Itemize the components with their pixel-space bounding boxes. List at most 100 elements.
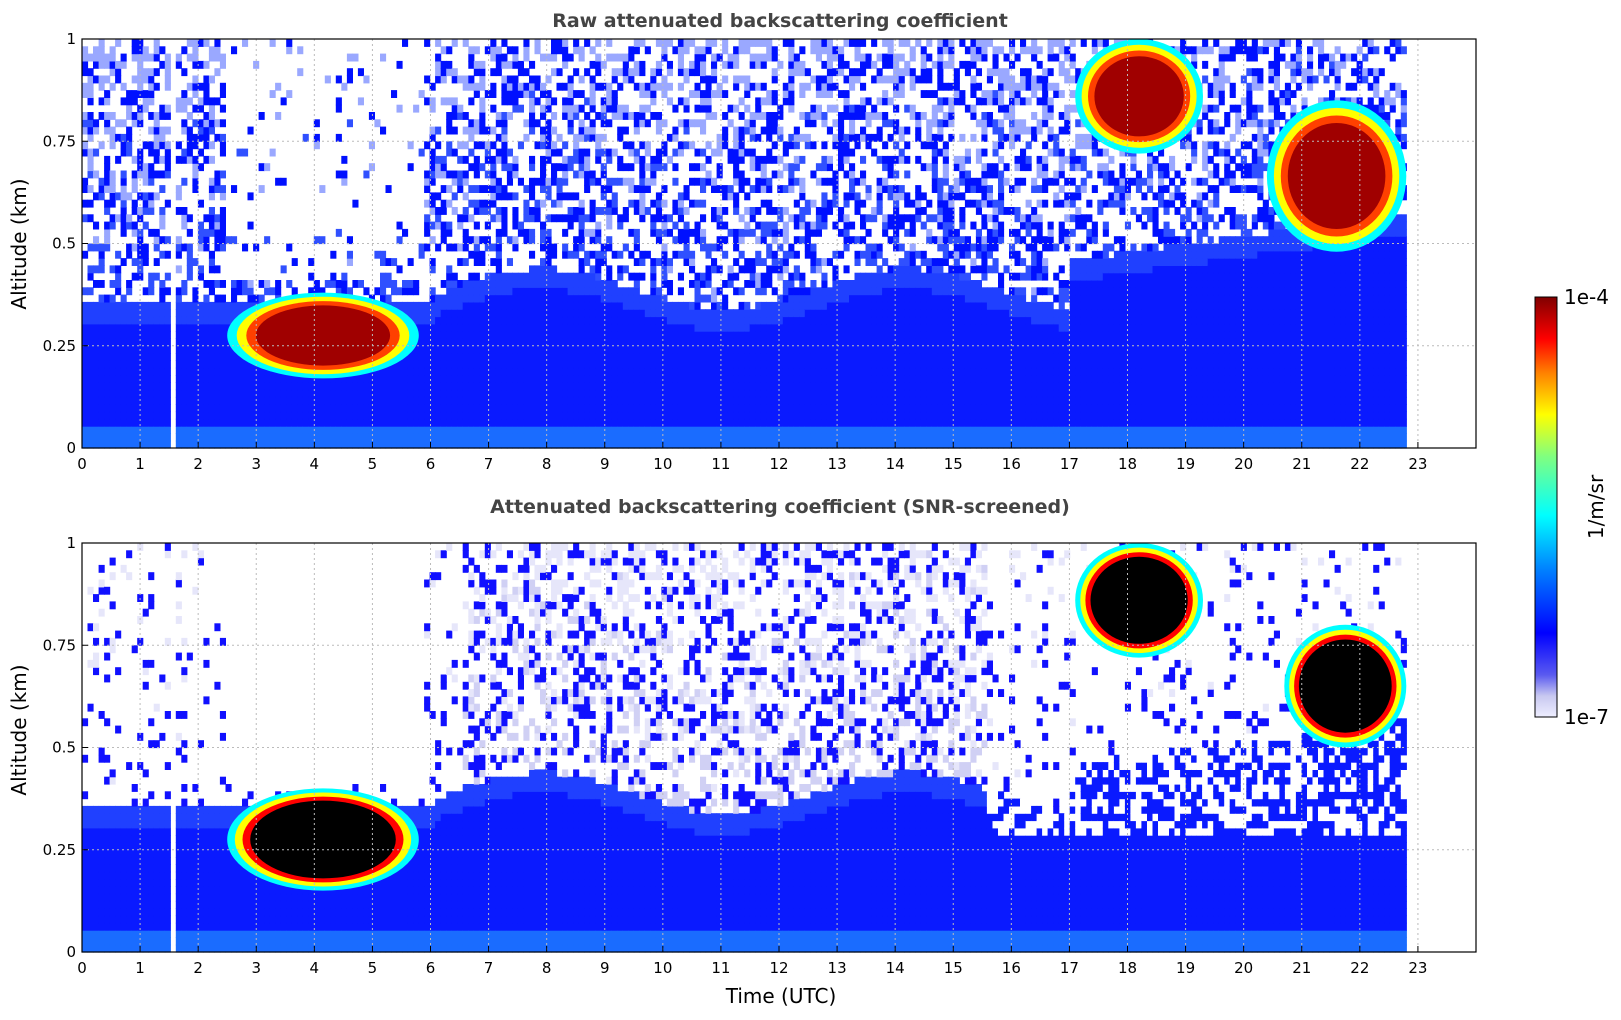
- heatmap-cell: [755, 221, 762, 230]
- heatmap-cell: [93, 221, 100, 230]
- heatmap-cell: [451, 112, 458, 120]
- heatmap-cell: [804, 345, 811, 354]
- heatmap-cell: [446, 323, 453, 332]
- heatmap-cell: [242, 243, 249, 252]
- heatmap-cell: [479, 141, 486, 150]
- heatmap-cell: [595, 382, 602, 391]
- heatmap-cell: [540, 404, 547, 413]
- heatmap-cell: [479, 404, 486, 413]
- heatmap-cell: [87, 353, 94, 361]
- heatmap-cell: [131, 46, 138, 55]
- heatmap-cell: [540, 155, 547, 164]
- heatmap-cell: [451, 396, 458, 405]
- heatmap-cell: [225, 375, 232, 383]
- heatmap-cell: [540, 323, 547, 332]
- heatmap-cell: [429, 104, 436, 113]
- heatmap-cell: [297, 68, 304, 77]
- heatmap-cell: [82, 68, 89, 77]
- heatmap-cell: [512, 272, 519, 281]
- heatmap-cell: [462, 112, 469, 120]
- heatmap-cell: [131, 367, 138, 376]
- heatmap-cell: [506, 418, 513, 427]
- heatmap-cell: [677, 433, 684, 442]
- heatmap-cell: [633, 280, 640, 288]
- heatmap-cell: [677, 316, 684, 325]
- heatmap-cell: [446, 433, 453, 442]
- heatmap-cell: [865, 396, 872, 405]
- heatmap-cell: [540, 389, 547, 398]
- heatmap-cell: [214, 46, 221, 55]
- heatmap-cell: [578, 221, 585, 230]
- heatmap-cell: [153, 272, 160, 281]
- heatmap-cell: [606, 338, 613, 347]
- heatmap-cell: [131, 433, 138, 442]
- heatmap-cell: [440, 170, 447, 179]
- heatmap-cell: [120, 309, 127, 318]
- heatmap-cell: [115, 360, 122, 369]
- heatmap-cell: [280, 375, 287, 383]
- heatmap-cell: [512, 331, 519, 339]
- heatmap-cell: [567, 294, 574, 303]
- heatmap-cell: [219, 331, 226, 339]
- heatmap-cell: [429, 155, 436, 164]
- heatmap-cell: [302, 411, 309, 420]
- heatmap-cell: [694, 331, 701, 339]
- heatmap-cell: [700, 119, 707, 128]
- heatmap-cell: [231, 309, 238, 318]
- heatmap-cell: [815, 338, 822, 347]
- heatmap-cell: [666, 155, 673, 164]
- heatmap-cell: [639, 323, 646, 332]
- heatmap-cell: [363, 418, 370, 427]
- heatmap-cell: [131, 375, 138, 383]
- heatmap-cell: [457, 170, 464, 179]
- heatmap-cell: [573, 404, 580, 413]
- heatmap-cell: [203, 301, 210, 310]
- heatmap-cell: [219, 375, 226, 383]
- heatmap-cell: [766, 338, 773, 347]
- heatmap-cell: [733, 404, 740, 413]
- heatmap-cell: [578, 155, 585, 164]
- heatmap-cell: [617, 272, 624, 281]
- heatmap-cell: [815, 294, 822, 303]
- heatmap-cell: [457, 418, 464, 427]
- heatmap-cell: [722, 323, 729, 332]
- heatmap-cell: [297, 440, 304, 449]
- heatmap-cell: [413, 104, 420, 113]
- heatmap-cell: [711, 375, 718, 383]
- heatmap-cell: [330, 404, 337, 413]
- heatmap-cell: [622, 309, 629, 318]
- heatmap-cell: [815, 360, 822, 369]
- heatmap-cell: [782, 258, 789, 266]
- heatmap-cell: [551, 112, 558, 120]
- heatmap-cell: [357, 411, 364, 420]
- heatmap-cell: [479, 433, 486, 442]
- heatmap-cell: [799, 426, 806, 434]
- heatmap-cell: [562, 170, 569, 179]
- heatmap-cell: [495, 272, 502, 281]
- heatmap-cell: [854, 418, 861, 427]
- heatmap-cell: [832, 272, 839, 281]
- heatmap-cell: [727, 404, 734, 413]
- heatmap-cell: [164, 272, 171, 281]
- heatmap-cell: [501, 126, 508, 135]
- heatmap-cell: [700, 382, 707, 391]
- heatmap-cell: [225, 418, 232, 427]
- heatmap-cell: [677, 199, 684, 208]
- heatmap-cell: [269, 433, 276, 442]
- heatmap-cell: [551, 433, 558, 442]
- heatmap-cell: [297, 389, 304, 398]
- heatmap-cell: [865, 214, 872, 223]
- heatmap-cell: [291, 426, 298, 434]
- heatmap-cell: [286, 418, 293, 427]
- heatmap-cell: [760, 345, 767, 354]
- heatmap-cell: [584, 301, 591, 310]
- heatmap-cell: [473, 294, 480, 303]
- heatmap-cell: [810, 396, 817, 405]
- heatmap-cell: [98, 177, 105, 186]
- heatmap-cell: [700, 331, 707, 339]
- heatmap-cell: [782, 382, 789, 391]
- heatmap-cell: [771, 207, 778, 215]
- heatmap-cell: [849, 75, 856, 84]
- heatmap-cell: [782, 309, 789, 318]
- heatmap-cell: [468, 353, 475, 361]
